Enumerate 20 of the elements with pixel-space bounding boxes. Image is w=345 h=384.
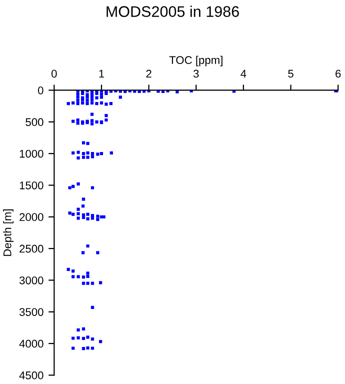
x-tick-label: 3 <box>193 70 199 78</box>
x-tick-label: 6 <box>336 70 341 78</box>
x-tick-label: 4 <box>240 70 246 78</box>
y-axis-title: Depth [m] <box>3 209 14 256</box>
y-tick-label: 4500 <box>19 371 44 380</box>
y-tick-label: 0 <box>38 86 44 94</box>
x-tick-label: 2 <box>146 70 152 78</box>
x-axis-title: TOC [ppm] <box>169 56 222 66</box>
y-tick-label: 4000 <box>19 340 44 348</box>
y-tick-label: 500 <box>26 118 44 126</box>
chart-title: MODS2005 in 1986 <box>106 6 239 17</box>
y-tick-label: 1000 <box>20 150 44 158</box>
y-tick-label: 2500 <box>20 244 44 253</box>
x-tick-label: 0 <box>52 70 57 78</box>
y-tick-label: 3000 <box>19 276 44 284</box>
x-tick-label: 1 <box>99 70 104 78</box>
y-tick-label: 3500 <box>19 308 44 316</box>
y-tick-label: 1500 <box>20 181 44 190</box>
y-tick-label: 2000 <box>20 213 44 222</box>
x-tick-label: 5 <box>288 70 294 78</box>
